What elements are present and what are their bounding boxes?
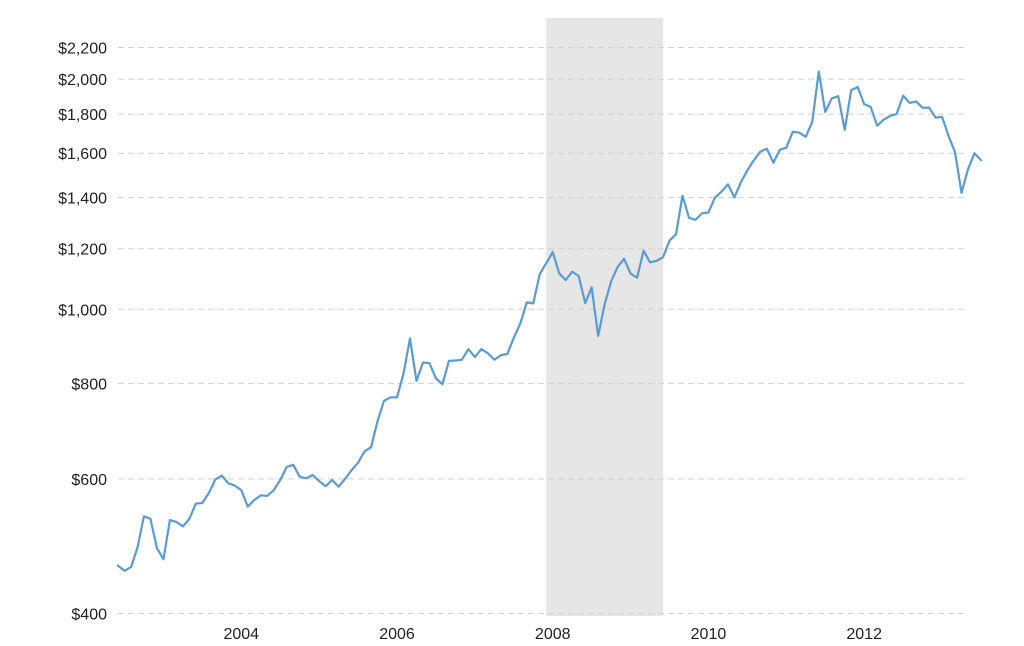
y-tick-label: $1,600 xyxy=(58,146,107,163)
y-tick-label: $1,800 xyxy=(58,107,107,124)
y-tick-label: $800 xyxy=(71,376,107,393)
y-tick-label: $2,200 xyxy=(58,41,107,58)
shaded-regions xyxy=(546,18,664,616)
series-line xyxy=(116,70,983,572)
series-lines xyxy=(116,70,983,572)
x-tick-label: 2006 xyxy=(379,626,415,643)
y-tick-label: $600 xyxy=(71,472,107,489)
x-tick-label: 2008 xyxy=(535,626,571,643)
y-tick-label: $1,200 xyxy=(58,242,107,259)
x-tick-label: 2010 xyxy=(691,626,727,643)
x-tick-label: 2012 xyxy=(846,626,882,643)
y-tick-label: $1,000 xyxy=(58,302,107,319)
x-axis-tick-labels: 2004 2006 2008 2010 2012 xyxy=(223,626,882,643)
y-tick-label: $1,400 xyxy=(58,191,107,208)
x-tick-label: 2004 xyxy=(223,626,259,643)
y-tick-label: $2,000 xyxy=(58,72,107,89)
recession-shading xyxy=(546,18,664,616)
y-axis-tick-labels: $400 $600 $800 $1,000 $1,200 $1,400 $1,600 $1,8… xyxy=(58,41,107,624)
y-tick-label: $400 xyxy=(71,607,107,624)
gridlines xyxy=(118,47,964,614)
